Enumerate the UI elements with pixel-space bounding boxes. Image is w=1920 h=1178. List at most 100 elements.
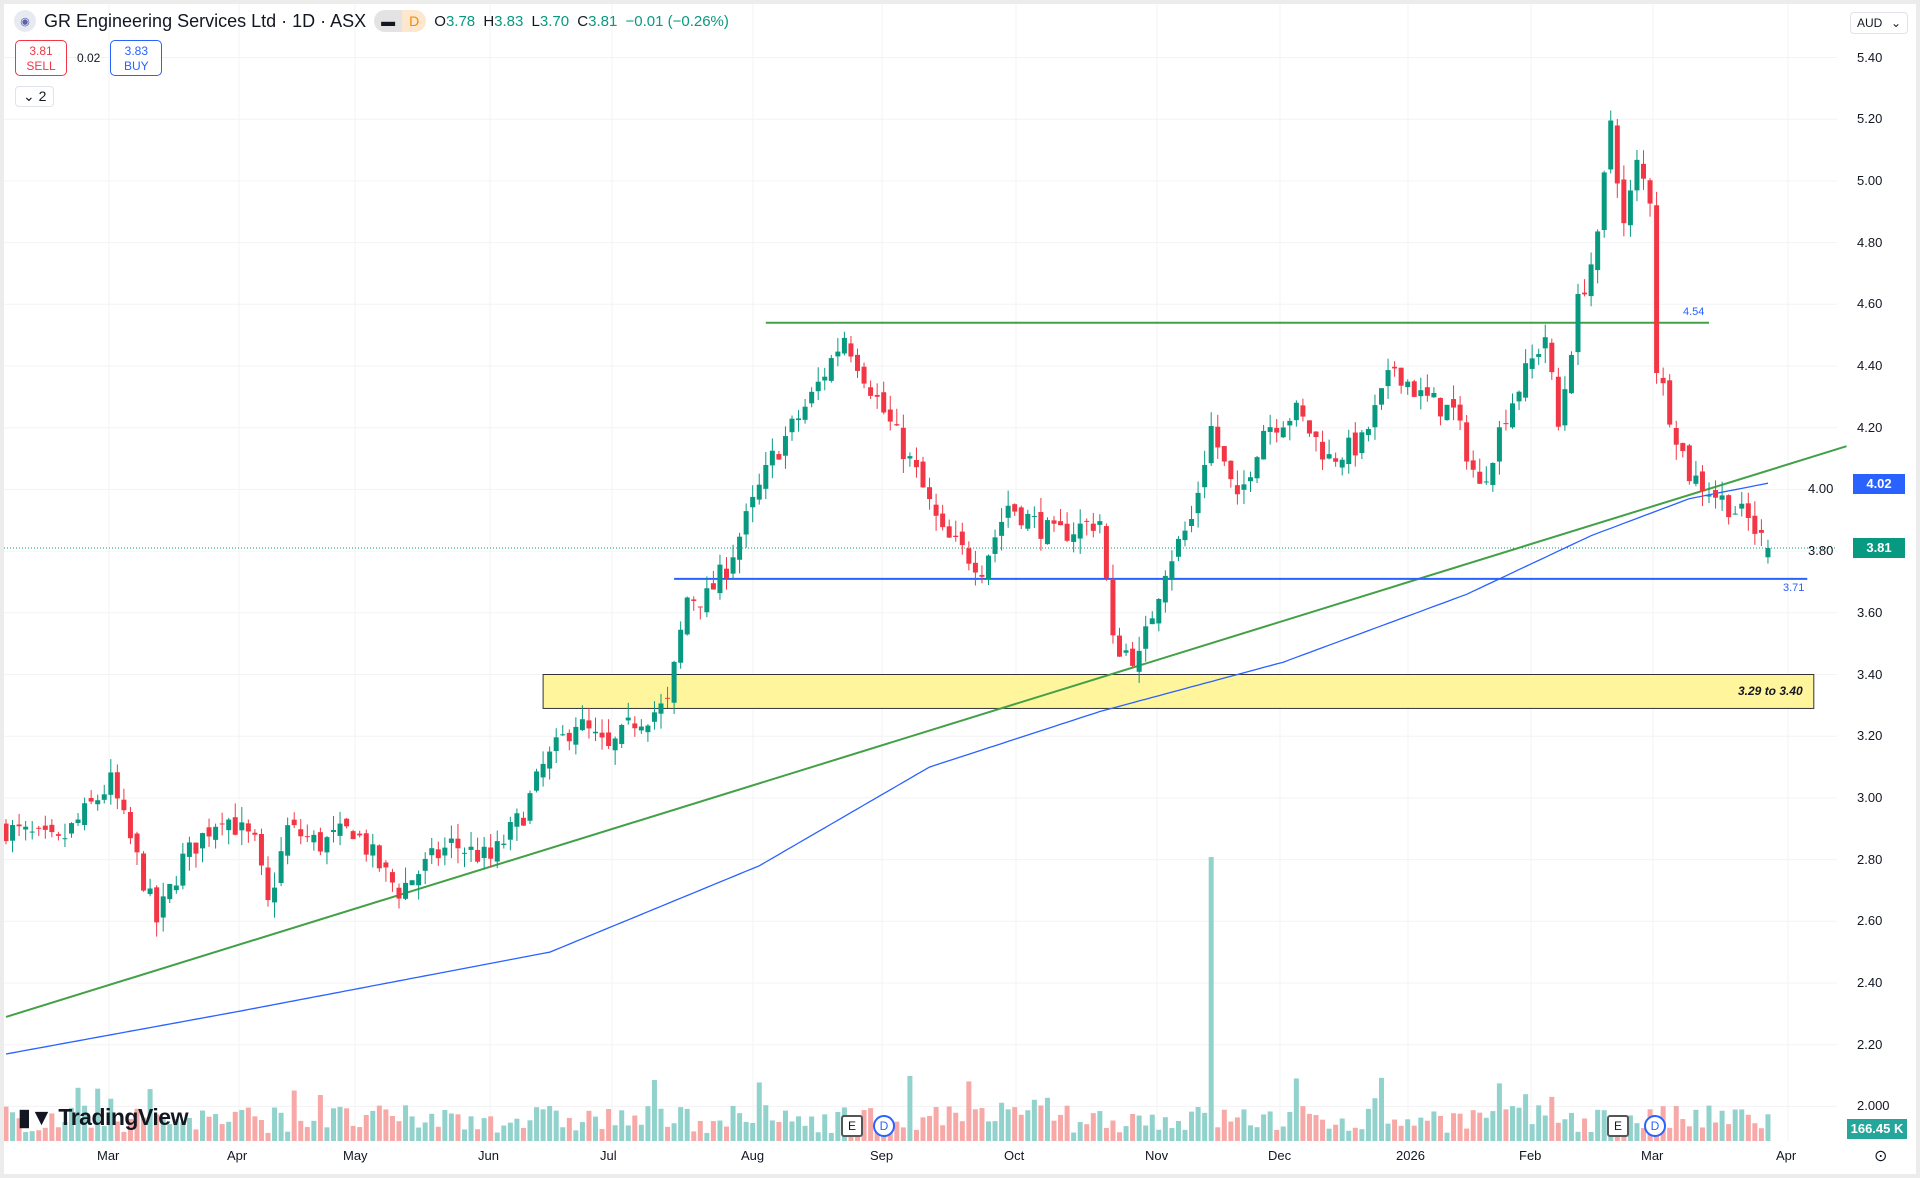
buy-button[interactable]: 3.83 BUY xyxy=(110,40,163,76)
time-tick-label: Oct xyxy=(1004,1148,1025,1163)
price-tick-label: 4.00 xyxy=(1808,481,1834,497)
indicator-count: 2 xyxy=(38,88,47,104)
candle-body xyxy=(344,818,350,827)
volume-bar xyxy=(23,1132,29,1141)
volume-bar xyxy=(1365,1108,1371,1141)
candle-body xyxy=(769,450,775,466)
volume-bar xyxy=(1529,1124,1535,1141)
volume-bar xyxy=(298,1120,304,1141)
volume-bar xyxy=(1667,1127,1673,1141)
volume-bar xyxy=(1090,1113,1096,1141)
last-price-tag: 3.81 xyxy=(1853,538,1905,558)
candle-body xyxy=(403,882,409,899)
volume-bar xyxy=(1077,1122,1083,1141)
candle-body xyxy=(376,845,382,869)
volume-bar xyxy=(1300,1106,1306,1141)
volume-bar xyxy=(481,1118,487,1141)
market-status-pill[interactable]: ▬ D xyxy=(374,10,427,32)
price-tick-label: 3.00 xyxy=(1857,789,1883,805)
candle-body xyxy=(1647,180,1653,204)
earnings-event-icon[interactable]: E xyxy=(841,1115,863,1137)
candle-body xyxy=(442,847,448,856)
candle-body xyxy=(1110,580,1116,636)
settings-icon[interactable]: ⊙ xyxy=(1874,1148,1888,1165)
candle-body xyxy=(1392,366,1398,369)
candle-body xyxy=(1267,427,1273,432)
candle-body xyxy=(69,823,74,834)
volume-bar xyxy=(1025,1110,1031,1141)
candle-body xyxy=(16,824,22,827)
candle-body xyxy=(10,825,16,841)
candle-body xyxy=(435,849,441,859)
candle-body xyxy=(1641,163,1646,179)
symbol-title[interactable]: GR Engineering Services Ltd · 1D · ASX xyxy=(44,10,367,31)
candle-body xyxy=(1437,397,1443,417)
indicators-toggle[interactable]: ⌄ 2 xyxy=(15,86,55,107)
candle-body xyxy=(429,848,435,856)
candle-body xyxy=(1732,513,1738,515)
dividend-event-icon[interactable]: D xyxy=(873,1115,895,1137)
low-value: 3.70 xyxy=(539,12,570,30)
tradingview-logo[interactable]: ▮▼ TradingView xyxy=(18,1104,188,1131)
candle-body xyxy=(1765,548,1771,558)
candle-body xyxy=(645,725,651,733)
volume-bar xyxy=(272,1107,278,1141)
candle-body xyxy=(1739,503,1745,509)
earnings-event-icon[interactable]: E xyxy=(1607,1115,1629,1137)
volume-bar xyxy=(1130,1114,1136,1141)
candle-body xyxy=(1149,618,1155,625)
candle-body xyxy=(1510,403,1515,428)
candle-body xyxy=(1713,490,1719,498)
candle-body xyxy=(1706,495,1712,497)
volume-bar xyxy=(1058,1114,1064,1141)
candle-body xyxy=(475,849,481,862)
volume-bar xyxy=(232,1111,238,1141)
candle-body xyxy=(1726,495,1732,518)
candle-body xyxy=(88,797,94,802)
tv-logo-icon: ▮▼ xyxy=(18,1104,53,1130)
volume-bar xyxy=(383,1109,389,1141)
candle-body xyxy=(900,427,906,460)
sell-price: 3.81 xyxy=(29,44,53,58)
candle-body xyxy=(265,867,271,901)
candle-body xyxy=(239,822,245,831)
candle-body xyxy=(992,537,998,554)
candle-body xyxy=(350,831,356,840)
currency-select[interactable]: AUD ⌄ xyxy=(1850,12,1908,34)
volume-bar xyxy=(501,1125,507,1141)
candle-body xyxy=(1162,575,1168,603)
volume-bar xyxy=(1287,1111,1293,1141)
volume-bar xyxy=(691,1131,697,1141)
volume-bar xyxy=(946,1106,952,1141)
volume-bar xyxy=(108,1098,114,1141)
price-tick-label: 2.000 xyxy=(1857,1098,1890,1114)
candle-body xyxy=(599,732,605,738)
volume-bar xyxy=(1313,1115,1319,1141)
volume-bar xyxy=(226,1121,232,1141)
volume-bar xyxy=(953,1112,959,1141)
candle-body xyxy=(691,599,697,601)
candle-body xyxy=(1136,650,1142,672)
volume-bar xyxy=(1228,1121,1234,1141)
volume-bar xyxy=(763,1105,769,1141)
volume-bar xyxy=(789,1121,795,1141)
dividend-event-icon[interactable]: D xyxy=(1644,1115,1666,1137)
candle-body xyxy=(422,858,428,871)
volume-bar xyxy=(835,1111,841,1141)
volume-bar xyxy=(1038,1105,1044,1141)
candle-body xyxy=(1654,205,1660,373)
volume-bar xyxy=(42,1127,48,1141)
candle-body xyxy=(1090,523,1096,531)
candle-body xyxy=(1261,430,1267,460)
candle-body xyxy=(213,826,219,840)
candle-body xyxy=(933,504,939,516)
trendline xyxy=(5,445,1847,1018)
sell-button[interactable]: 3.81 SELL xyxy=(15,40,67,76)
candle-body xyxy=(1529,358,1535,369)
candle-body xyxy=(1313,431,1319,438)
candle-body xyxy=(1418,390,1424,397)
eye-logo-icon: ◉ xyxy=(14,10,36,32)
volume-bar xyxy=(344,1108,350,1141)
volume-bar xyxy=(1398,1125,1404,1141)
